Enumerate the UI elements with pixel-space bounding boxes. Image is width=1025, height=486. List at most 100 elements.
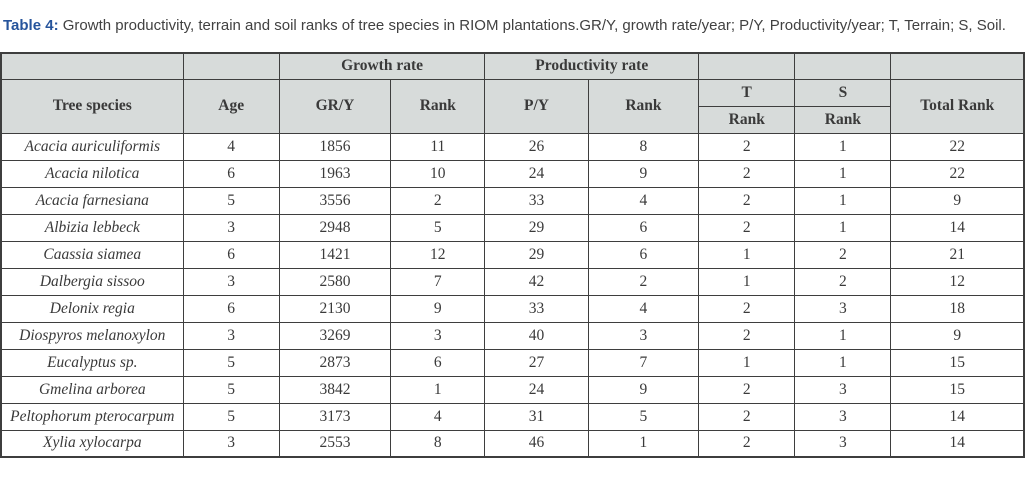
cell-gr-y: 2553	[278, 429, 392, 458]
cell-gr-y: 3269	[278, 321, 392, 350]
cell-s-rank: 3	[794, 375, 892, 404]
header-spacer-soil	[794, 52, 892, 80]
cell-age: 5	[182, 348, 280, 377]
cell-total-rank: 21	[890, 240, 1025, 269]
cell-p-y: 26	[484, 132, 589, 161]
table-row: Acacia nilotica 6 1963 10 24 9 2 1 22	[0, 159, 1025, 188]
cell-productivity-rank: 6	[587, 240, 700, 269]
cell-growth-rank: 5	[390, 213, 486, 242]
cell-s-rank: 2	[794, 240, 892, 269]
table-caption-label: Table 4:	[3, 17, 59, 34]
table-row: Xylia xylocarpa 3 2553 8 46 1 2 3 14	[0, 429, 1025, 458]
cell-growth-rank: 3	[390, 321, 486, 350]
table-row: Dalbergia sissoo 3 2580 7 42 2 1 2 12	[0, 267, 1025, 296]
cell-species: Acacia nilotica	[0, 159, 184, 188]
cell-growth-rank: 2	[390, 186, 486, 215]
cell-gr-y: 1963	[278, 159, 392, 188]
table-row: Gmelina arborea 5 3842 1 24 9 2 3 15	[0, 375, 1025, 404]
table-row: Acacia farnesiana 5 3556 2 33 4 2 1 9	[0, 186, 1025, 215]
cell-age: 5	[182, 186, 280, 215]
table-header: Growth rate Productivity rate Tree speci…	[0, 52, 1025, 134]
cell-s-rank: 1	[794, 321, 892, 350]
table-row: Acacia auriculiformis 4 1856 11 26 8 2 1 22	[0, 132, 1025, 161]
species-rank-table: Growth rate Productivity rate Tree speci…	[0, 52, 1025, 459]
cell-t-rank: 2	[698, 402, 796, 431]
cell-gr-y: 2948	[278, 213, 392, 242]
header-age: Age	[182, 78, 280, 134]
cell-t-rank: 2	[698, 429, 796, 458]
cell-gr-y: 2130	[278, 294, 392, 323]
cell-gr-y: 1421	[278, 240, 392, 269]
cell-t-rank: 2	[698, 375, 796, 404]
header-group-productivity-rate: Productivity rate	[484, 52, 700, 80]
cell-p-y: 27	[484, 348, 589, 377]
table-row: Eucalyptus sp. 5 2873 6 27 7 1 1 15	[0, 348, 1025, 377]
header-productivity-rank: Rank	[587, 78, 700, 134]
cell-t-rank: 2	[698, 321, 796, 350]
cell-s-rank: 1	[794, 159, 892, 188]
cell-total-rank: 9	[890, 321, 1025, 350]
cell-p-y: 29	[484, 213, 589, 242]
cell-s-rank: 3	[794, 294, 892, 323]
header-spacer-species	[0, 52, 184, 80]
cell-total-rank: 22	[890, 159, 1025, 188]
header-gr-y: GR/Y	[278, 78, 392, 134]
cell-productivity-rank: 4	[587, 294, 700, 323]
cell-p-y: 33	[484, 186, 589, 215]
cell-gr-y: 3842	[278, 375, 392, 404]
cell-growth-rank: 6	[390, 348, 486, 377]
cell-productivity-rank: 7	[587, 348, 700, 377]
cell-productivity-rank: 2	[587, 267, 700, 296]
cell-age: 3	[182, 321, 280, 350]
cell-s-rank: 1	[794, 213, 892, 242]
cell-total-rank: 15	[890, 348, 1025, 377]
cell-t-rank: 2	[698, 213, 796, 242]
cell-t-rank: 2	[698, 159, 796, 188]
cell-total-rank: 14	[890, 429, 1025, 458]
table-row: Caassia siamea 6 1421 12 29 6 1 2 21	[0, 240, 1025, 269]
cell-gr-y: 3173	[278, 402, 392, 431]
cell-productivity-rank: 9	[587, 159, 700, 188]
table-caption-text: Growth productivity, terrain and soil ra…	[58, 17, 1006, 34]
cell-productivity-rank: 8	[587, 132, 700, 161]
cell-species: Acacia farnesiana	[0, 186, 184, 215]
cell-p-y: 46	[484, 429, 589, 458]
cell-species: Xylia xylocarpa	[0, 429, 184, 458]
header-group-row: Growth rate Productivity rate	[0, 52, 1025, 80]
table-body: Acacia auriculiformis 4 1856 11 26 8 2 1 22 Acaci…	[0, 132, 1025, 458]
table-row: Albizia lebbeck 3 2948 5 29 6 2 1 14	[0, 213, 1025, 242]
cell-age: 3	[182, 267, 280, 296]
cell-age: 4	[182, 132, 280, 161]
cell-species: Dalbergia sissoo	[0, 267, 184, 296]
cell-age: 3	[182, 429, 280, 458]
header-terrain: T	[698, 78, 796, 107]
cell-total-rank: 18	[890, 294, 1025, 323]
cell-p-y: 29	[484, 240, 589, 269]
cell-species: Diospyros melanoxylon	[0, 321, 184, 350]
cell-growth-rank: 1	[390, 375, 486, 404]
header-soil: S	[794, 78, 892, 107]
cell-t-rank: 1	[698, 267, 796, 296]
cell-age: 6	[182, 159, 280, 188]
cell-growth-rank: 10	[390, 159, 486, 188]
cell-s-rank: 2	[794, 267, 892, 296]
cell-productivity-rank: 5	[587, 402, 700, 431]
header-spacer-terrain	[698, 52, 796, 80]
header-terrain-rank: Rank	[698, 105, 796, 134]
cell-p-y: 24	[484, 159, 589, 188]
header-soil-rank: Rank	[794, 105, 892, 134]
cell-age: 6	[182, 294, 280, 323]
cell-t-rank: 2	[698, 294, 796, 323]
cell-total-rank: 14	[890, 402, 1025, 431]
cell-s-rank: 1	[794, 348, 892, 377]
header-group-growth-rate: Growth rate	[278, 52, 486, 80]
cell-growth-rank: 12	[390, 240, 486, 269]
cell-productivity-rank: 9	[587, 375, 700, 404]
header-subrank-row: Rank Rank	[1, 105, 1024, 134]
cell-age: 3	[182, 213, 280, 242]
cell-age: 5	[182, 375, 280, 404]
header-p-y: P/Y	[484, 78, 589, 134]
cell-growth-rank: 4	[390, 402, 486, 431]
header-tree-species: Tree species	[0, 78, 184, 134]
